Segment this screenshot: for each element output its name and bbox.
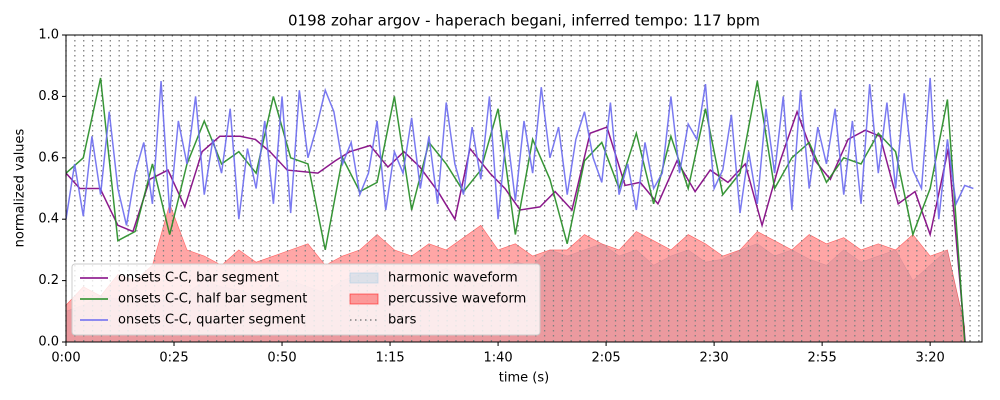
legend-label: onsets C-C, bar segment bbox=[118, 271, 279, 286]
y-tick-label: 0.2 bbox=[38, 273, 59, 288]
legend-swatch bbox=[349, 293, 379, 305]
y-tick-label: 0.0 bbox=[38, 335, 59, 350]
chart-title: 0198 zohar argov - haperach begani, infe… bbox=[288, 12, 760, 30]
x-tick-label: 0:00 bbox=[51, 351, 80, 366]
x-tick-label: 3:20 bbox=[916, 351, 945, 366]
y-axis-label: normalized values bbox=[13, 128, 28, 247]
legend-box bbox=[71, 263, 541, 336]
x-tick-label: 2:05 bbox=[591, 351, 620, 366]
legend-label: onsets C-C, quarter segment bbox=[118, 313, 305, 328]
legend-swatch bbox=[349, 272, 379, 284]
x-axis-label: time (s) bbox=[499, 371, 549, 386]
legend: onsets C-C, bar segment onsets C-C, half … bbox=[71, 263, 541, 336]
x-tick-label: 2:30 bbox=[700, 351, 729, 366]
series-line bbox=[65, 77, 974, 226]
x-tick-label: 1:40 bbox=[483, 351, 512, 366]
y-tick-label: 0.8 bbox=[38, 89, 59, 104]
axes-frame bbox=[65, 34, 983, 343]
x-tick-label: 0:50 bbox=[267, 351, 296, 366]
legend-label: onsets C-C, half bar segment bbox=[118, 292, 307, 307]
y-tick-label: 1.0 bbox=[38, 28, 59, 43]
legend-label: harmonic waveform bbox=[388, 271, 518, 286]
x-tick-label: 0:25 bbox=[159, 351, 188, 366]
y-tick-label: 0.4 bbox=[38, 212, 59, 227]
x-tick-label: 1:15 bbox=[375, 351, 404, 366]
y-tick-label: 0.6 bbox=[38, 150, 59, 165]
legend-label: percussive waveform bbox=[388, 292, 526, 307]
x-tick-label: 2:55 bbox=[808, 351, 837, 366]
legend-label: bars bbox=[388, 313, 417, 328]
